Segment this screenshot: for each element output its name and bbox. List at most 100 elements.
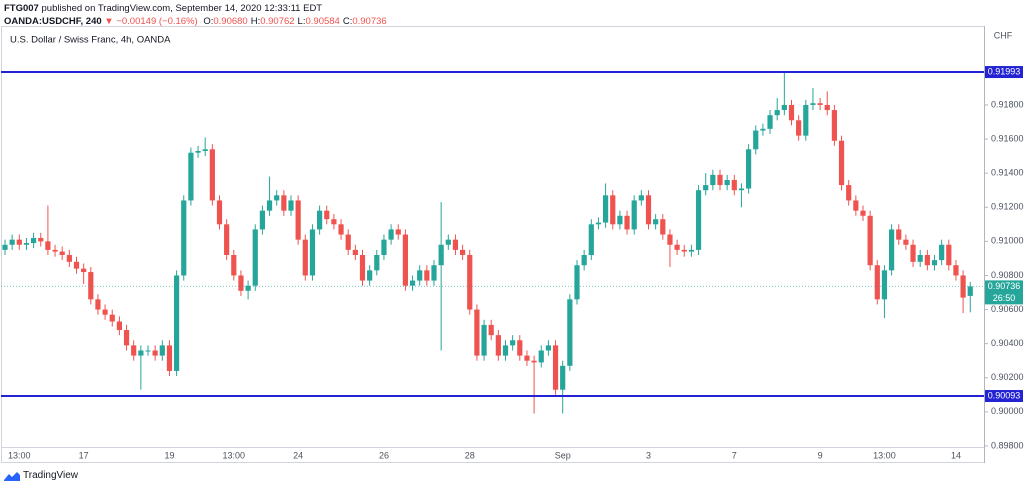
candle-body xyxy=(967,286,973,296)
candle-body xyxy=(81,268,87,273)
candle-body xyxy=(939,244,945,261)
candle-body xyxy=(502,345,509,356)
x-tick-label: 26 xyxy=(379,450,389,460)
candle-body xyxy=(131,345,137,356)
candle-body xyxy=(774,110,780,116)
brand[interactable]: TradingView xyxy=(23,470,79,481)
x-tick-label: 3 xyxy=(646,450,651,460)
y-tick-label: 0.91600 xyxy=(991,133,1024,143)
x-tick-label: Sep xyxy=(555,450,571,460)
candle-body xyxy=(438,244,444,266)
candle-body xyxy=(88,272,94,300)
candle-body xyxy=(838,140,845,186)
candle-body xyxy=(638,195,644,201)
candle-body xyxy=(760,128,766,131)
candle-body xyxy=(52,249,58,252)
ohlc-key: O: xyxy=(203,16,214,27)
candle-body xyxy=(860,210,866,216)
x-tick-label: 28 xyxy=(465,450,475,460)
candle-body xyxy=(252,229,258,286)
candle-body xyxy=(910,244,916,262)
candle-body xyxy=(495,335,501,356)
candle-body xyxy=(531,360,537,363)
candle-body xyxy=(309,229,316,276)
change: ▼ −0.00149 (−0.16%) xyxy=(104,16,198,27)
ohlc-value: 0.90736 xyxy=(352,16,387,27)
candle-body xyxy=(660,219,666,235)
candle-body xyxy=(424,270,430,281)
candle-body xyxy=(746,149,752,189)
candle-body xyxy=(338,224,344,235)
candle-body xyxy=(545,345,551,351)
candle-body xyxy=(674,244,680,250)
candle-body xyxy=(931,260,938,266)
candle-body xyxy=(717,174,723,186)
x-tick-label: 7 xyxy=(732,450,737,460)
candle-body xyxy=(288,200,294,211)
candle-body xyxy=(681,249,687,252)
candle-body xyxy=(374,255,380,271)
candle-body xyxy=(753,130,759,150)
candle-body xyxy=(445,239,451,245)
candle-body xyxy=(538,350,544,363)
candle-body xyxy=(317,210,323,230)
ohlc-key: C: xyxy=(342,16,353,27)
level-label-box xyxy=(985,66,1023,79)
y-tick-label: 0.89800 xyxy=(991,440,1024,450)
x-tick-label: 9 xyxy=(818,450,823,460)
candle-body xyxy=(16,239,22,245)
candle-body xyxy=(431,265,437,281)
level-label: 0.91993 xyxy=(988,66,1021,76)
y-tick-label: 0.91000 xyxy=(991,236,1024,246)
candle-body xyxy=(881,270,888,300)
candle-body xyxy=(324,210,330,220)
candle-body xyxy=(903,239,909,245)
last-price-label: 0.90736 xyxy=(988,281,1021,291)
candle-body xyxy=(617,215,623,225)
currency-label: CHF xyxy=(994,30,1013,40)
candle-body xyxy=(116,321,122,331)
candle-body xyxy=(274,195,280,201)
x-tick-label: 14 xyxy=(951,450,961,460)
publish-line: FTG007 published on TradingView.com, Sep… xyxy=(4,3,322,14)
candle-body xyxy=(138,350,144,356)
author[interactable]: FTG007 xyxy=(4,3,39,14)
candle-body xyxy=(824,104,830,111)
candle-body xyxy=(710,174,716,186)
y-tick-label: 0.91200 xyxy=(991,202,1024,212)
candle-body xyxy=(181,200,187,276)
candle-body xyxy=(574,265,580,300)
candle-body xyxy=(359,255,366,281)
candle-body xyxy=(245,285,251,291)
candle-body xyxy=(188,152,194,201)
candle-body xyxy=(209,149,215,201)
x-tick-label: 24 xyxy=(293,450,303,460)
candle-body xyxy=(367,270,373,281)
candle-body xyxy=(653,219,659,225)
candle-body xyxy=(867,215,873,266)
candle-body xyxy=(2,244,8,250)
y-tick-label: 0.90000 xyxy=(991,406,1024,416)
candle-body xyxy=(624,215,630,230)
last-price-box xyxy=(985,280,1023,305)
candle-body xyxy=(409,280,416,286)
chart-title: U.S. Dollar / Swiss Franc, 4h, OANDA xyxy=(10,35,171,46)
ohlc-values: O:0.90680 H:0.90762 L:0.90584 C:0.90736 xyxy=(200,16,386,27)
candle-body xyxy=(452,239,459,250)
y-tick-label: 0.91400 xyxy=(991,168,1024,178)
candle-body xyxy=(817,103,823,105)
candle-body xyxy=(295,200,301,240)
candle-body xyxy=(552,345,559,390)
candle-body xyxy=(688,249,694,252)
candle-body xyxy=(917,255,923,262)
candle-body xyxy=(145,350,151,352)
candle-body xyxy=(266,200,273,211)
candle-body xyxy=(831,110,837,141)
candle-body xyxy=(302,239,308,276)
candle-body xyxy=(610,195,616,225)
candle-body xyxy=(388,229,394,240)
candle-body xyxy=(73,261,80,269)
countdown: 26:50 xyxy=(993,293,1016,303)
candle-body xyxy=(567,299,573,366)
candle-body xyxy=(524,355,530,361)
